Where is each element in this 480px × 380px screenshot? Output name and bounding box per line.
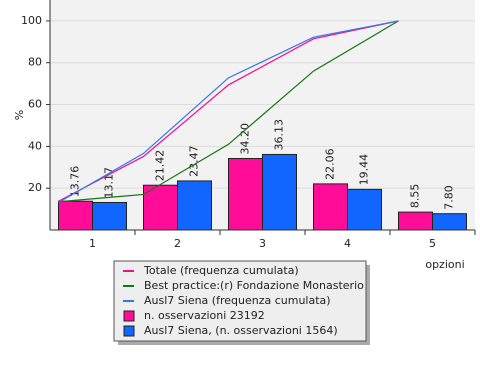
bar xyxy=(262,153,297,231)
legend-label: Ausl7 Siena, (n. osservazioni 1564) xyxy=(144,324,338,337)
legend xyxy=(113,260,367,342)
line-series xyxy=(58,20,399,203)
legend-swatch xyxy=(123,310,135,322)
bar xyxy=(58,200,93,231)
line-series xyxy=(58,20,399,203)
y-tick-label: 80 xyxy=(28,56,42,69)
x-tick-label: 3 xyxy=(259,237,266,250)
value-label: 36.13 xyxy=(273,119,286,151)
legend-label: Best practice:(r) Fondazione Monasterio xyxy=(144,279,364,292)
y-tick-label: 100 xyxy=(21,14,42,27)
x-tick-label: 5 xyxy=(429,237,436,250)
bar xyxy=(92,201,127,231)
bar xyxy=(313,183,348,231)
legend-swatch xyxy=(123,325,135,337)
value-label: 13.76 xyxy=(69,166,82,198)
bar xyxy=(228,157,263,231)
x-tick-label: 4 xyxy=(344,237,351,250)
value-label: 8.55 xyxy=(409,184,422,209)
legend-label: Ausl7 Siena (frequenza cumulata) xyxy=(144,294,331,307)
value-label: 22.06 xyxy=(324,148,337,180)
legend-label: Totale (frequenza cumulata) xyxy=(143,264,299,277)
value-label: 7.80 xyxy=(443,185,456,210)
bar xyxy=(432,213,467,231)
bar xyxy=(347,188,382,231)
value-label: 19.44 xyxy=(358,154,371,186)
y-tick-label: 20 xyxy=(28,181,42,194)
bar xyxy=(398,211,433,231)
y-axis-label: % xyxy=(13,110,26,120)
value-label: 21.42 xyxy=(154,150,167,182)
legend-label: n. osservazioni 23192 xyxy=(144,309,265,322)
bar xyxy=(177,180,212,231)
x-axis-label: opzioni xyxy=(425,258,464,271)
y-tick-label: 40 xyxy=(28,139,42,152)
y-tick-label: 60 xyxy=(28,98,42,111)
value-label: 34.20 xyxy=(239,123,252,155)
x-tick-label: 1 xyxy=(89,237,96,250)
x-tick-label: 2 xyxy=(174,237,181,250)
value-label: 23.47 xyxy=(188,145,201,177)
line-series xyxy=(58,20,399,202)
